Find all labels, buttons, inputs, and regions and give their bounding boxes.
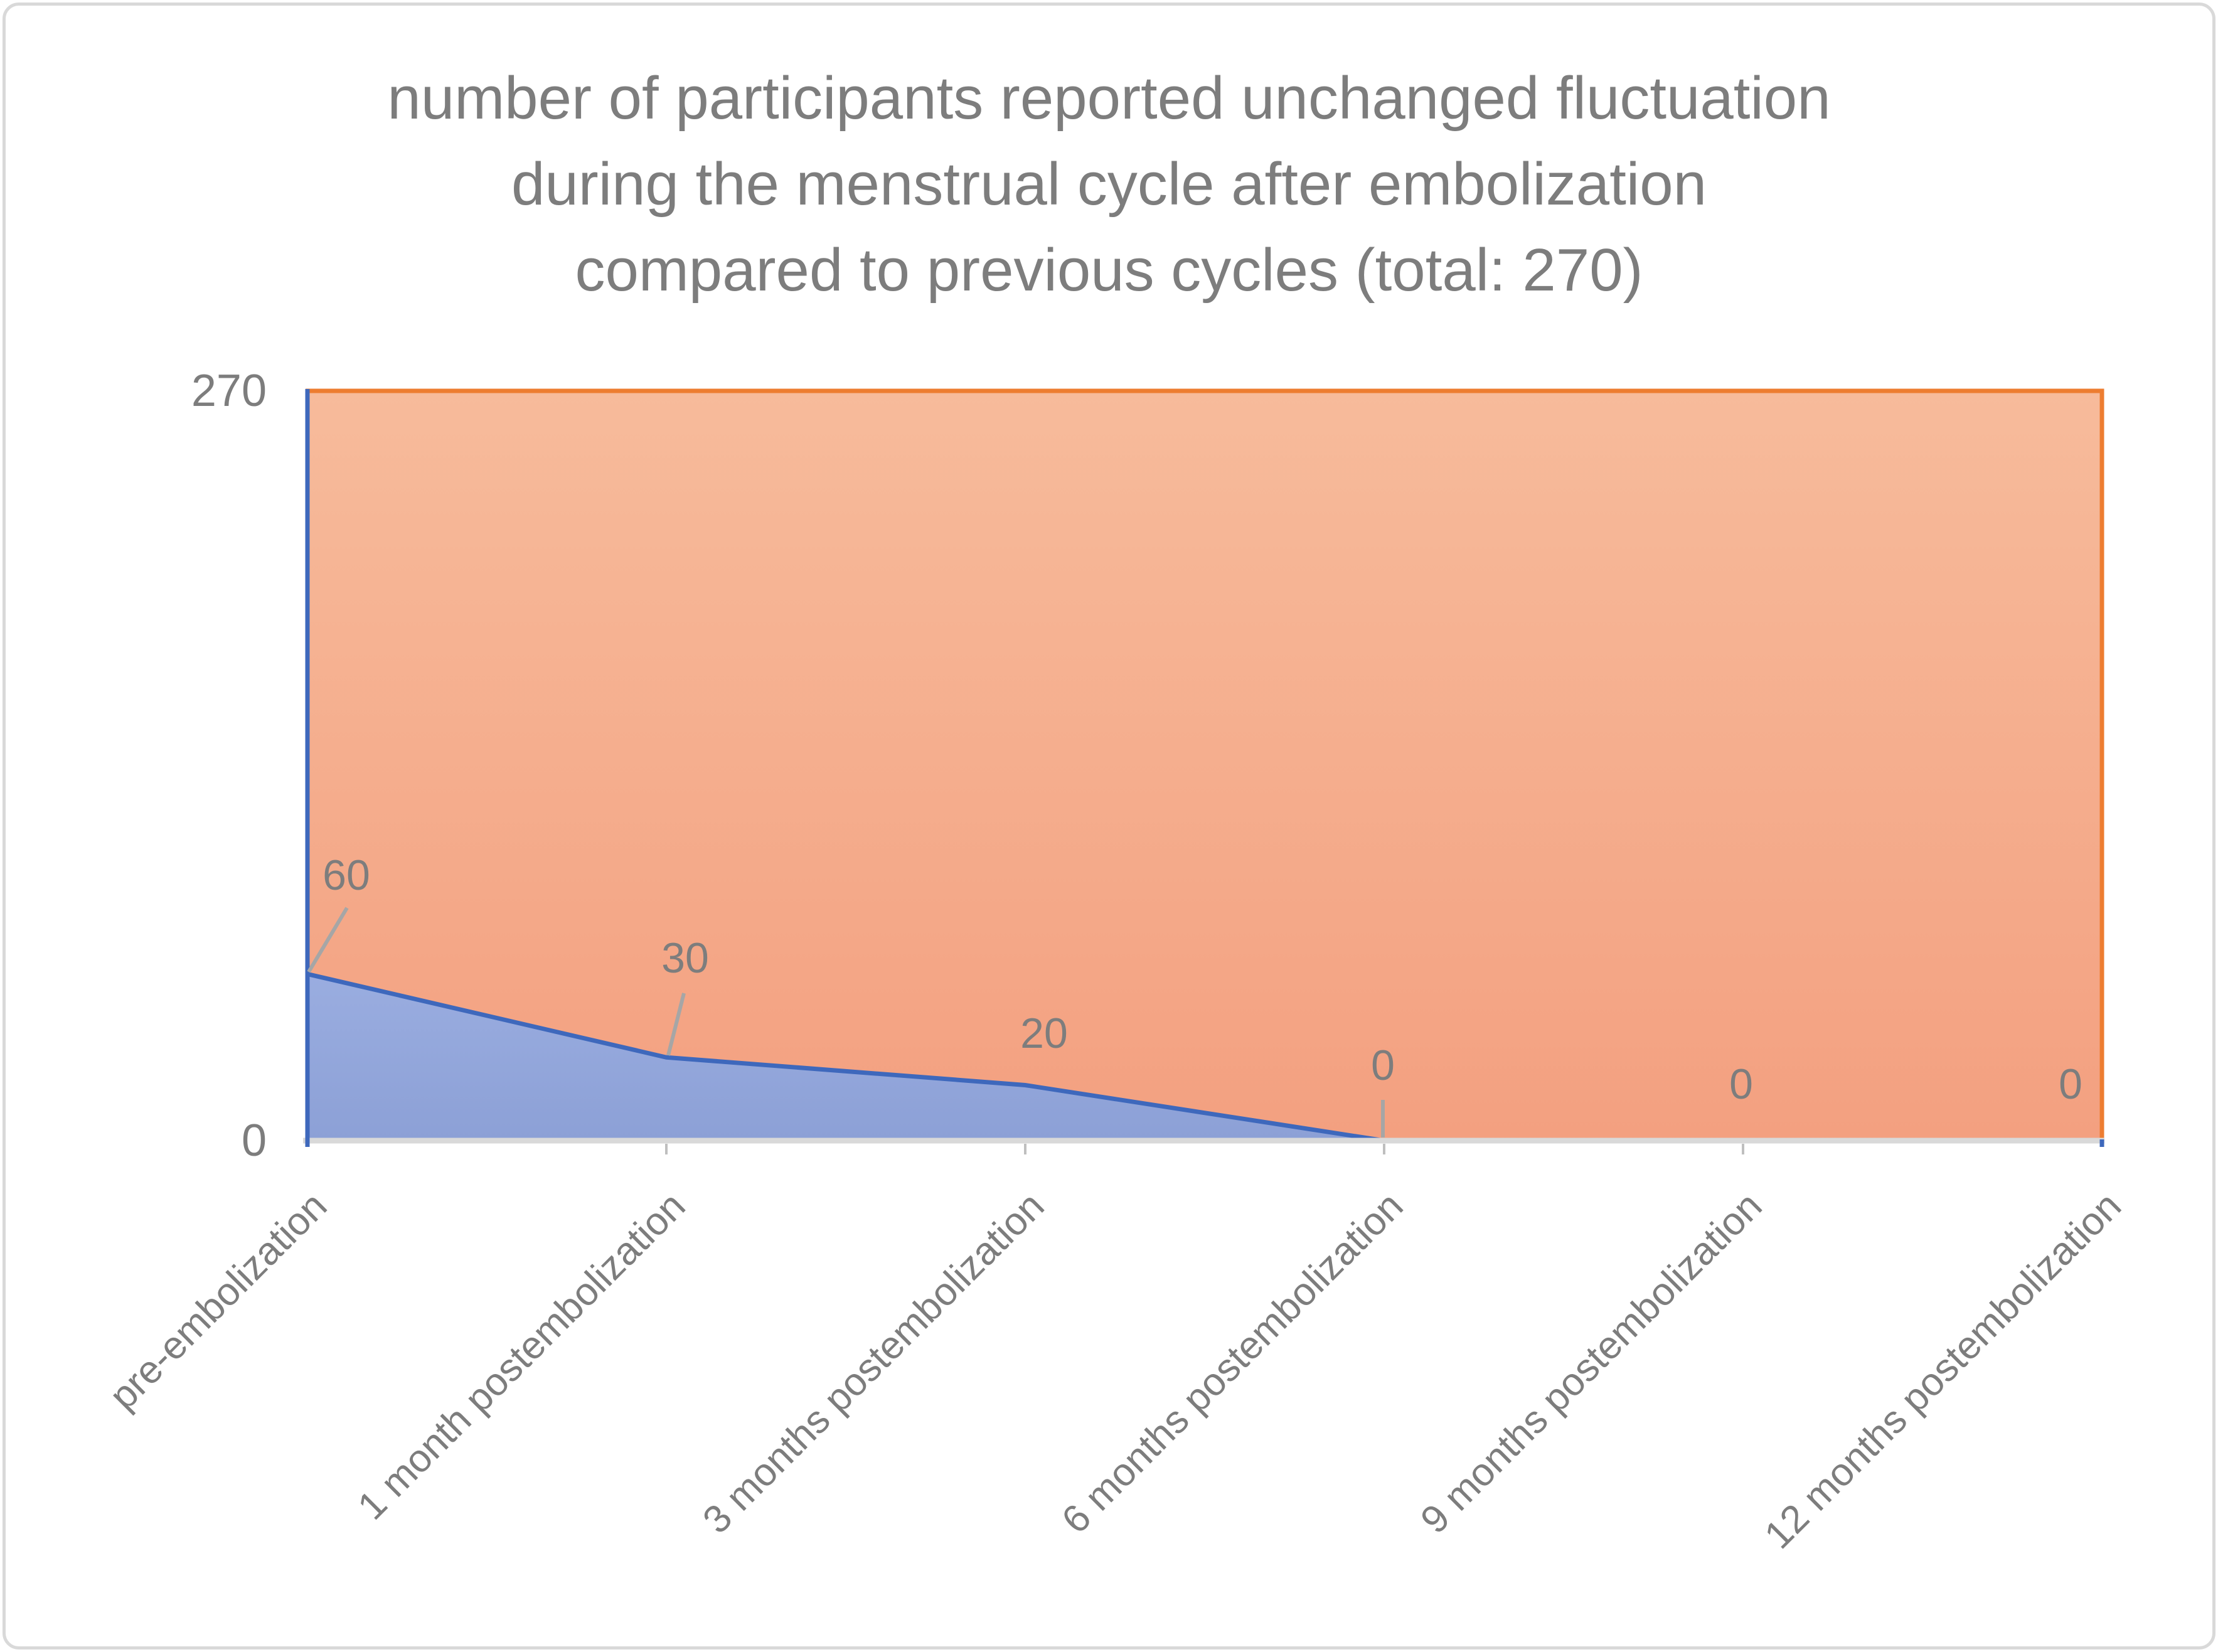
data-label: 60	[323, 851, 370, 900]
blue-boundary-line	[307, 972, 1385, 1143]
leader-line	[307, 907, 349, 973]
blue-area	[307, 974, 2102, 1143]
data-label: 0	[1729, 1060, 1753, 1108]
chart-title-line-1: number of participants reported unchange…	[387, 65, 1831, 132]
orange-border-line	[306, 388, 2104, 1141]
leader-line	[666, 993, 686, 1056]
orange-area	[307, 391, 2102, 1141]
chart-title: number of participants reported unchange…	[0, 55, 2218, 313]
chart-title-line-2: during the menstrual cycle after emboliz…	[511, 151, 1707, 218]
data-label: 0	[1371, 1042, 1395, 1089]
data-label: 0	[2059, 1060, 2082, 1108]
y-tick-label: 270	[191, 366, 267, 416]
data-label: 30	[661, 934, 709, 983]
y-tick-label: 0	[241, 1116, 267, 1166]
data-label: 20	[1020, 1010, 1068, 1058]
chart-title-line-3: compared to previous cycles (total: 270)	[575, 237, 1643, 304]
